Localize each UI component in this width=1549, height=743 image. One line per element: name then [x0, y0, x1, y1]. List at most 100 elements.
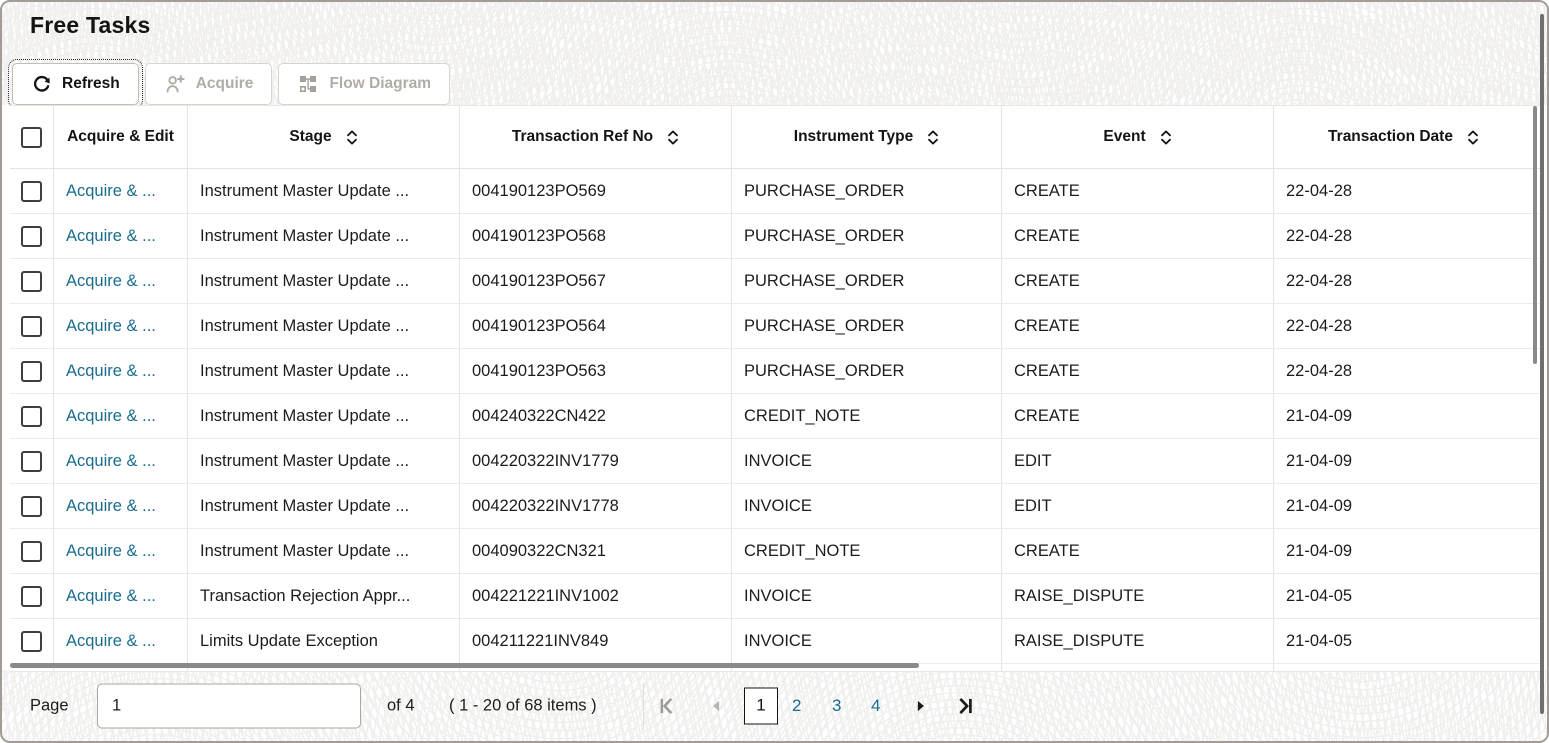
acquire-edit-link[interactable]: Acquire & ...: [66, 451, 156, 470]
stage-cell: Instrument Master Update ...: [188, 259, 460, 303]
page-button-1[interactable]: 1: [744, 687, 778, 724]
previous-page-button[interactable]: [708, 697, 725, 714]
instrument-cell: INVOICE: [732, 574, 1002, 618]
flow-diagram-button-label: Flow Diagram: [329, 75, 432, 92]
event-cell: CREATE: [1002, 394, 1274, 438]
free-tasks-table: Acquire & Edit Stage Transaction Ref No …: [10, 105, 1542, 672]
table-row: Acquire & ... Instrument Master Update .…: [10, 394, 1542, 439]
acquire-edit-link[interactable]: Acquire & ...: [66, 316, 156, 335]
ref-cell: 004221221INV1002: [460, 574, 732, 618]
row-checkbox[interactable]: [21, 180, 42, 202]
sort-icon[interactable]: [927, 130, 939, 145]
previous-page-icon: [708, 697, 725, 714]
first-page-button[interactable]: [656, 695, 678, 717]
instrument-cell: INVOICE: [732, 619, 1002, 663]
stage-cell: Instrument Master Update ...: [188, 394, 460, 438]
acquire-edit-link[interactable]: Acquire & ...: [66, 541, 156, 560]
horizontal-scrollbar[interactable]: [10, 663, 919, 668]
window-scrollbar[interactable]: [1540, 14, 1544, 714]
stage-cell: Limits Update Exception: [188, 619, 460, 663]
event-cell: RAISE_DISPUTE: [1002, 619, 1274, 663]
date-cell: 21-04-09: [1286, 451, 1353, 470]
table-row: Acquire & ... Instrument Master Update .…: [10, 304, 1542, 349]
header-instrument-type[interactable]: Instrument Type: [732, 106, 1002, 168]
acquire-edit-link[interactable]: Acquire & ...: [66, 226, 156, 245]
last-page-button[interactable]: [954, 695, 976, 717]
instrument-cell: INVOICE: [732, 484, 1002, 528]
sort-icon[interactable]: [667, 130, 679, 145]
page-number-input[interactable]: [97, 683, 361, 728]
date-cell: 21-04-09: [1286, 541, 1353, 560]
header-transaction-date[interactable]: Transaction Date: [1274, 106, 1533, 168]
ref-cell: 004211221INV849: [460, 619, 732, 663]
header-transaction-ref-no[interactable]: Transaction Ref No: [460, 106, 732, 168]
footer-divider: [643, 682, 644, 729]
row-checkbox[interactable]: [21, 450, 42, 472]
stage-cell: Instrument Master Update ...: [188, 169, 460, 213]
row-checkbox[interactable]: [21, 405, 42, 427]
flow-diagram-button[interactable]: Flow Diagram: [278, 63, 451, 105]
stage-cell: Instrument Master Update ...: [188, 484, 460, 528]
acquire-edit-link[interactable]: Acquire & ...: [66, 181, 156, 200]
instrument-cell: PURCHASE_ORDER: [732, 214, 1002, 258]
row-checkbox[interactable]: [21, 315, 42, 337]
date-cell: 21-04-05: [1286, 586, 1353, 605]
date-cell: 21-04-09: [1286, 496, 1353, 515]
header-stage[interactable]: Stage: [188, 106, 460, 168]
next-page-button[interactable]: [912, 697, 929, 714]
acquire-edit-link[interactable]: Acquire & ...: [66, 631, 156, 650]
sort-icon[interactable]: [1160, 130, 1172, 145]
table-vertical-scrollbar[interactable]: [1533, 106, 1537, 364]
acquire-edit-link[interactable]: Acquire & ...: [66, 406, 156, 425]
instrument-cell: INVOICE: [732, 439, 1002, 483]
stage-cell: Transaction Rejection Appr...: [188, 574, 460, 618]
date-cell: 22-04-28: [1286, 361, 1353, 380]
page-button-3[interactable]: 3: [832, 695, 842, 715]
table-row: Acquire & ... Instrument Master Update .…: [10, 529, 1542, 574]
event-cell: CREATE: [1002, 349, 1274, 393]
row-checkbox[interactable]: [21, 495, 42, 517]
event-cell: CREATE: [1002, 169, 1274, 213]
row-checkbox[interactable]: [21, 585, 42, 607]
sort-icon[interactable]: [346, 130, 358, 145]
row-checkbox[interactable]: [21, 225, 42, 247]
table-row: Acquire & ... Instrument Master Update .…: [10, 259, 1542, 304]
ref-cell: 004190123PO567: [460, 259, 732, 303]
refresh-icon: [31, 74, 52, 95]
table-row: Acquire & ... Instrument Master Update .…: [10, 214, 1542, 259]
instrument-cell: PURCHASE_ORDER: [732, 259, 1002, 303]
ref-cell: 004190123PO563: [460, 349, 732, 393]
row-checkbox[interactable]: [21, 360, 42, 382]
table-row: Acquire & ... Instrument Master Update .…: [10, 439, 1542, 484]
table-row: Acquire & ... Instrument Master Update .…: [10, 484, 1542, 529]
row-checkbox[interactable]: [21, 630, 42, 652]
ref-cell: 004190123PO568: [460, 214, 732, 258]
acquire-edit-link[interactable]: Acquire & ...: [66, 361, 156, 380]
row-checkbox[interactable]: [21, 540, 42, 562]
date-cell: 22-04-28: [1286, 226, 1353, 245]
refresh-button[interactable]: Refresh: [8, 59, 143, 109]
acquire-button[interactable]: Acquire: [144, 63, 273, 105]
page-button-4[interactable]: 4: [871, 695, 881, 715]
instrument-cell: PURCHASE_ORDER: [732, 304, 1002, 348]
select-all-checkbox[interactable]: [21, 126, 42, 148]
acquire-edit-link[interactable]: Acquire & ...: [66, 586, 156, 605]
acquire-edit-link[interactable]: Acquire & ...: [66, 271, 156, 290]
pagination-bar: Page of 4 ( 1 - 20 of 68 items ) 1 2 3 4: [2, 670, 1547, 741]
acquire-edit-link[interactable]: Acquire & ...: [66, 496, 156, 515]
date-cell: 22-04-28: [1286, 316, 1353, 335]
next-page-icon: [912, 697, 929, 714]
event-cell: RAISE_DISPUTE: [1002, 574, 1274, 618]
instrument-cell: PURCHASE_ORDER: [732, 349, 1002, 393]
date-cell: 21-04-05: [1286, 631, 1353, 650]
header-stage-label: Stage: [289, 128, 332, 145]
acquire-button-label: Acquire: [195, 75, 254, 92]
row-checkbox[interactable]: [21, 270, 42, 292]
stage-cell: Instrument Master Update ...: [188, 349, 460, 393]
page-button-2[interactable]: 2: [792, 695, 802, 715]
ref-cell: 004190123PO564: [460, 304, 732, 348]
header-event[interactable]: Event: [1002, 106, 1274, 168]
sort-icon[interactable]: [1467, 130, 1479, 145]
event-cell: CREATE: [1002, 529, 1274, 573]
